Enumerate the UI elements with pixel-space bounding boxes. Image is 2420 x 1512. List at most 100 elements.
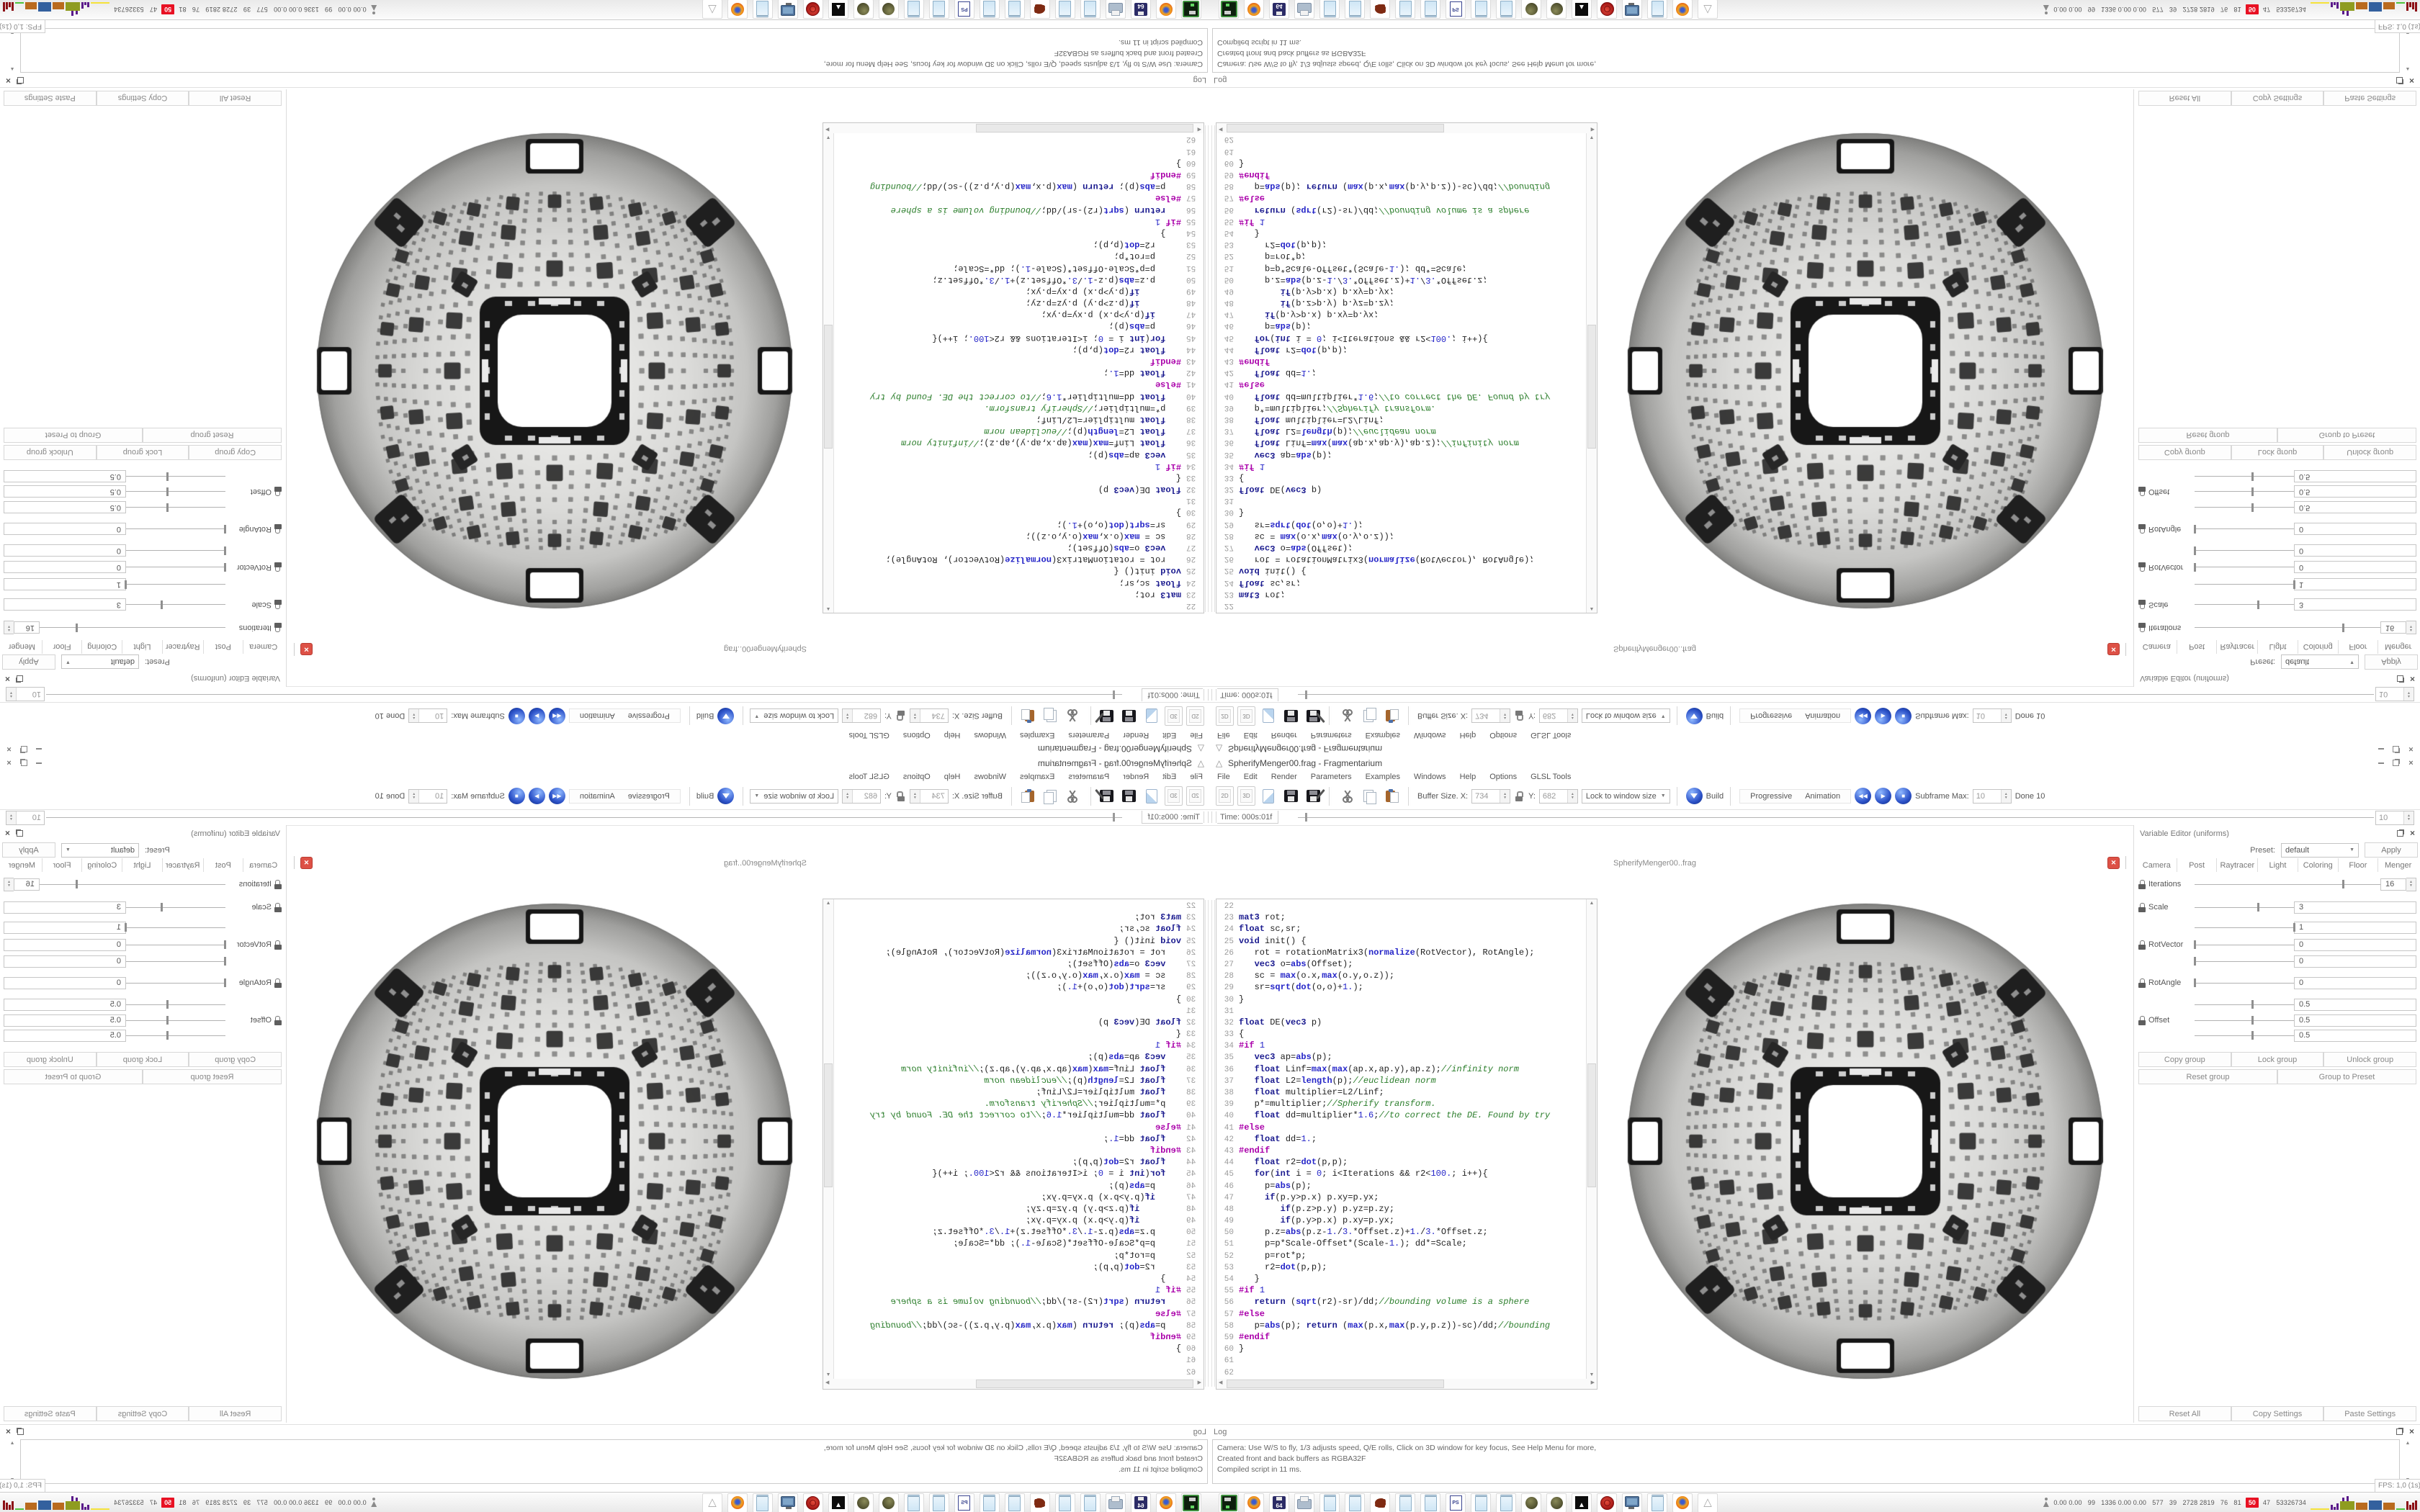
lock-to-window-size-combo[interactable]: Lock to window size ▼ [1581, 788, 1670, 804]
save-button[interactable] [1120, 707, 1139, 726]
dock-splitter[interactable] [1205, 125, 1206, 612]
param-value[interactable]: 0 [4, 544, 126, 557]
param-slider[interactable] [2195, 487, 2294, 497]
slider-handle[interactable] [2194, 546, 2196, 555]
code-vertical-scrollbar[interactable]: ▲ ▼ [1586, 133, 1597, 613]
menu-file[interactable]: File [1190, 731, 1203, 740]
spinner-arrows[interactable]: ▲ ▼ [910, 709, 920, 723]
view-2d-button[interactable]: 2D [1216, 786, 1234, 806]
tab-close-button[interactable]: ✕ [300, 857, 313, 869]
code-horizontal-scrollbar[interactable]: ◀ ▶ [1216, 1379, 1597, 1390]
time-slider-handle[interactable] [1305, 813, 1307, 822]
buffer-y-spinbox[interactable]: 682 ▲ ▼ [842, 708, 882, 724]
taskbar-ps-doc-icon[interactable]: PS [954, 1493, 974, 1512]
taskbar-firefox-icon[interactable] [1244, 1493, 1264, 1512]
reset-all-button[interactable]: Reset All [2138, 91, 2231, 106]
preset-combo[interactable]: default ▼ [61, 842, 139, 858]
menu-render[interactable]: Render [1270, 772, 1297, 781]
animation-tab[interactable]: Animation [579, 791, 615, 801]
copy-group-button[interactable]: Copy group [189, 445, 282, 460]
spinner-arrows[interactable]: ▲ ▼ [2406, 877, 2416, 891]
buffer-x-value[interactable]: 734 [1475, 711, 1489, 721]
menu-options[interactable]: Options [902, 731, 931, 740]
close-panel-icon[interactable]: × [5, 828, 11, 838]
taskbar-olive-ball-icon[interactable] [879, 0, 899, 19]
param-value[interactable]: 0.5 [4, 998, 126, 1011]
menu-windows[interactable]: Windows [1413, 772, 1446, 781]
param-value[interactable]: 0.5 [4, 501, 126, 514]
tab-floor[interactable]: Floor [42, 858, 83, 872]
time-spinbox[interactable]: 10 ▲ ▼ [6, 687, 45, 701]
menu-windows[interactable]: Windows [974, 731, 1007, 740]
float-panel-icon[interactable] [17, 829, 24, 837]
slider-handle[interactable] [2251, 487, 2254, 496]
tab-floor[interactable]: Floor [42, 640, 83, 654]
taskbar-olive-ball-icon[interactable] [1546, 1493, 1567, 1512]
scroll-up-icon[interactable]: ▲ [1589, 901, 1595, 906]
taskbar-notepad-icon[interactable] [753, 1493, 773, 1512]
slider-handle[interactable] [224, 940, 226, 949]
taskbar-notepad-icon[interactable] [1319, 0, 1340, 19]
lock-group-button[interactable]: Lock group [2231, 445, 2324, 460]
menu-render[interactable]: Render [1270, 731, 1297, 740]
paste-settings-button[interactable]: Paste Settings [2323, 91, 2417, 106]
param-value[interactable]: 0 [2294, 523, 2416, 536]
param-value[interactable]: 0 [2294, 561, 2416, 574]
taskbar-notepad-icon[interactable] [1345, 1493, 1365, 1512]
param-slider[interactable] [126, 902, 225, 912]
lock-icon[interactable] [2138, 978, 2147, 988]
lock-group-button[interactable]: Lock group [96, 1052, 189, 1067]
taskbar-olive-ball-icon[interactable] [1546, 0, 1567, 19]
new-file-button[interactable] [1142, 787, 1161, 806]
code-horizontal-scrollbar[interactable]: ◀ ▶ [1216, 122, 1597, 133]
copy-settings-button[interactable]: Copy Settings [2231, 1406, 2324, 1421]
progressive-tab[interactable]: Progressive [627, 791, 670, 801]
taskbar-firefox-icon[interactable] [1156, 0, 1176, 19]
taskbar-red-badge-icon[interactable] [803, 1493, 823, 1512]
taskbar-olive-ball-icon[interactable] [1521, 0, 1541, 19]
close-panel-icon[interactable]: × [6, 76, 12, 86]
scrollbar-thumb[interactable] [1227, 1380, 1444, 1388]
scroll-down-icon[interactable]: ▼ [1589, 1372, 1595, 1377]
taskbar-app-green-icon[interactable] [1219, 1493, 1239, 1512]
tray-person-icon[interactable] [2043, 1498, 2049, 1508]
animation-tab[interactable]: Animation [1805, 711, 1841, 721]
build-button[interactable] [717, 708, 735, 724]
scroll-up-icon[interactable]: ▲ [1589, 606, 1595, 611]
lock-icon[interactable] [273, 624, 282, 633]
menu-examples[interactable]: Examples [1020, 772, 1055, 781]
spinner-arrows[interactable]: ▲ ▼ [409, 709, 420, 723]
log-scrollbar[interactable]: ▲ ▼ [2403, 1441, 2413, 1482]
taskbar-notepad-icon[interactable] [1647, 0, 1667, 19]
subframe-max-value[interactable]: 10 [435, 711, 444, 721]
render-view-tab[interactable]: SpherifyMenger00..frag [724, 644, 807, 653]
subframe-max-value[interactable]: 10 [1976, 791, 1985, 801]
save-button[interactable] [1120, 787, 1139, 806]
slider-handle[interactable] [166, 503, 169, 512]
taskbar-fragmentarium-triangle-icon[interactable]: △ [702, 1493, 722, 1512]
param-value[interactable]: 3 [2294, 598, 2416, 611]
taskbar-paint-splat-icon[interactable] [1370, 1493, 1390, 1512]
save-as-button[interactable] [1304, 707, 1325, 726]
build-button[interactable] [1685, 788, 1703, 804]
group-to-preset-button[interactable]: Group to Preset [4, 1069, 143, 1084]
taskbar-notepad-icon[interactable] [980, 0, 1000, 19]
taskbar-notepad-icon[interactable] [1395, 1493, 1415, 1512]
time-spin-value[interactable]: 10 [32, 814, 41, 822]
param-value[interactable]: 3 [4, 598, 126, 611]
float-panel-icon[interactable] [17, 1428, 24, 1435]
dock-splitter[interactable] [1211, 900, 1212, 1387]
spinner-arrows[interactable]: ▲ ▼ [1500, 709, 1510, 723]
scrollbar-thumb[interactable] [976, 124, 1193, 132]
taskbar-notepad-icon[interactable] [1496, 0, 1516, 19]
preset-combo[interactable]: default ▼ [2281, 842, 2359, 858]
taskbar-floppy-64-icon[interactable]: 64 [1269, 0, 1289, 19]
reset-all-button[interactable]: Reset All [189, 1406, 282, 1421]
reset-group-button[interactable]: Reset group [2138, 1069, 2277, 1084]
lock-icon[interactable] [273, 487, 282, 497]
taskbar-red-badge-icon[interactable] [1597, 1493, 1617, 1512]
taskbar-monitor-icon[interactable] [778, 1493, 798, 1512]
taskbar-notepad-icon[interactable] [1496, 1493, 1516, 1512]
